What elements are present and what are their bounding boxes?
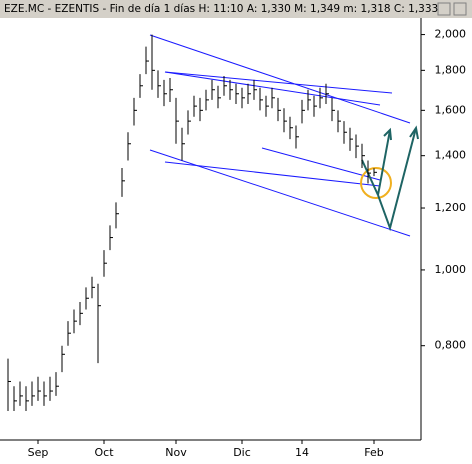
x-tick-label: Dic: [233, 446, 251, 459]
y-tick-label: 1,200: [435, 201, 467, 214]
y-tick-label: 1,800: [435, 63, 467, 76]
x-tick-label: Oct: [94, 446, 114, 459]
x-tick-label: Sep: [28, 446, 49, 459]
button[interactable]: [453, 2, 467, 16]
y-tick-label: 1,000: [435, 263, 467, 276]
x-tick-label: Nov: [165, 446, 187, 459]
y-tick-label: 1,600: [435, 103, 467, 116]
header-bar: [0, 0, 472, 18]
button[interactable]: [437, 2, 451, 16]
x-tick-label: 14: [295, 446, 309, 459]
highlight-circle: [360, 167, 392, 199]
forecast-arrows: [361, 125, 419, 232]
y-tick-label: 0,800: [435, 339, 467, 352]
chart-title: EZE.MC - EZENTIS - Fin de día 1 días H: …: [4, 3, 438, 15]
x-tick-label: Feb: [364, 446, 383, 459]
trend-lines: [149, 34, 411, 237]
y-tick-label: 1,400: [435, 149, 467, 162]
y-tick-label: 2,000: [435, 28, 467, 41]
